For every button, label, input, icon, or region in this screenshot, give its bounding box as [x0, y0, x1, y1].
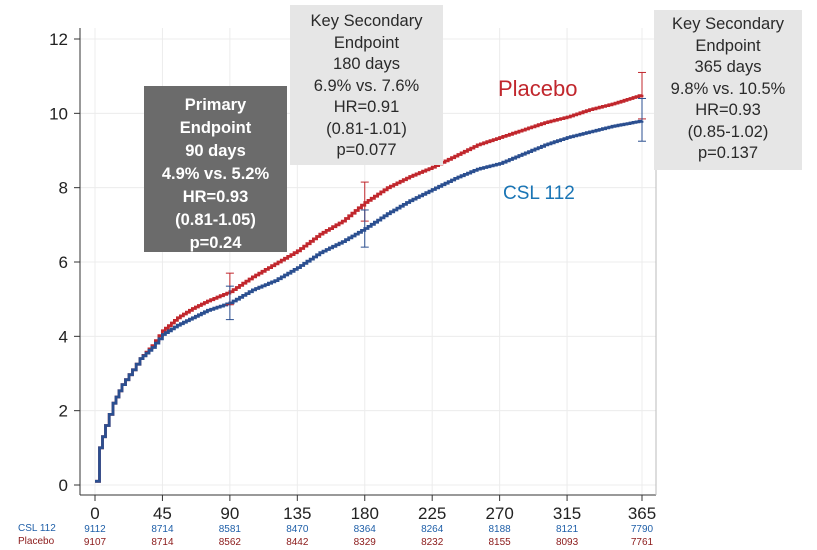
- x-tick-label: 0: [90, 504, 99, 523]
- annotation-line: p=0.077: [336, 141, 397, 159]
- annotation-primary-endpoint: Primary Endpoint 90 days 4.9% vs. 5.2% H…: [144, 86, 287, 252]
- y-tick-label: 12: [49, 30, 68, 49]
- annotation-line: (0.81-1.01): [326, 119, 407, 138]
- annotation-line: Primary: [184, 96, 247, 114]
- error-bar: [360, 209, 369, 248]
- at-risk-label-csl-112: CSL 112: [18, 523, 56, 534]
- at-risk-value-placebo: 8714: [151, 537, 174, 548]
- x-tick-label: 90: [220, 504, 239, 523]
- annotation-line: Endpoint: [179, 119, 252, 137]
- at-risk-value-csl-112: 8121: [556, 524, 579, 535]
- x-tick-label: 180: [351, 504, 379, 523]
- at-risk-value-placebo: 8155: [489, 537, 512, 548]
- y-tick-label: 0: [59, 476, 68, 495]
- annotation-line: 4.9% vs. 5.2%: [161, 165, 270, 183]
- at-risk-value-csl-112: 9112: [84, 524, 106, 535]
- annotation-line: (0.85-1.02): [687, 122, 769, 141]
- x-tick-label: 270: [485, 504, 513, 523]
- at-risk-value-placebo: 8442: [286, 537, 309, 548]
- at-risk-value-placebo: 7761: [631, 537, 654, 548]
- at-risk-value-csl-112: 8470: [286, 524, 309, 535]
- y-tick-label: 8: [59, 179, 68, 198]
- y-tick-label: 4: [59, 327, 68, 346]
- at-risk-value-csl-112: 8264: [421, 524, 444, 535]
- annotation-line: HR=0.93: [695, 101, 761, 119]
- annotation-line: p=0.24: [189, 234, 242, 252]
- annotation-line: (0.81-1.05): [175, 211, 256, 229]
- annotation-line: p=0.137: [697, 144, 759, 162]
- at-risk-value-csl-112: 8581: [219, 524, 242, 535]
- y-tick-label: 2: [59, 402, 68, 421]
- annotation-line: Key Secondary: [672, 15, 784, 33]
- at-risk-value-placebo: 8562: [219, 537, 242, 548]
- x-tick-label: 135: [283, 504, 311, 523]
- annotation-line: Endpoint: [333, 33, 400, 52]
- at-risk-value-csl-112: 8714: [151, 524, 174, 535]
- x-tick-label: 365: [628, 504, 656, 523]
- at-risk-value-placebo: 9107: [84, 537, 107, 548]
- annotation-line: 180 days: [333, 55, 400, 73]
- annotation-secondary-365-days: Key Secondary Endpoint 365 days 9.8% vs.…: [654, 10, 802, 170]
- y-tick-label: 6: [59, 253, 68, 272]
- series-label-csl-112: CSL 112: [503, 183, 575, 204]
- at-risk-value-csl-112: 8364: [354, 524, 377, 535]
- annotation-line: HR=0.93: [182, 188, 249, 206]
- annotation-line: HR=0.91: [333, 98, 400, 116]
- annotation-line: 9.8% vs. 10.5%: [670, 79, 786, 98]
- at-risk-label-placebo: Placebo: [18, 536, 55, 547]
- annotation-line: 90 days: [185, 142, 246, 160]
- at-risk-value-placebo: 8329: [354, 537, 377, 548]
- x-tick-label: 45: [153, 504, 172, 523]
- series-label-placebo: Placebo: [498, 76, 578, 101]
- y-tick-label: 10: [49, 104, 68, 123]
- annotation-line: 365 days: [694, 58, 762, 76]
- error-bar: [638, 97, 646, 142]
- at-risk-value-csl-112: 8188: [489, 524, 512, 535]
- series-line-placebo: [95, 94, 644, 483]
- at-risk-value-placebo: 8232: [421, 537, 444, 548]
- annotation-line: Key Secondary: [310, 12, 423, 30]
- at-risk-value-placebo: 8093: [556, 537, 579, 548]
- series-line-csl-112: [95, 119, 644, 483]
- at-risk-value-csl-112: 7790: [631, 524, 654, 535]
- x-tick-label: 315: [553, 504, 581, 523]
- annotation-line: Endpoint: [695, 36, 761, 55]
- x-tick-label: 225: [418, 504, 446, 523]
- error-bar: [225, 285, 234, 321]
- annotation-line: 6.9% vs. 7.6%: [313, 76, 420, 95]
- annotation-secondary-180-days: Key Secondary Endpoint 180 days 6.9% vs.…: [290, 5, 443, 165]
